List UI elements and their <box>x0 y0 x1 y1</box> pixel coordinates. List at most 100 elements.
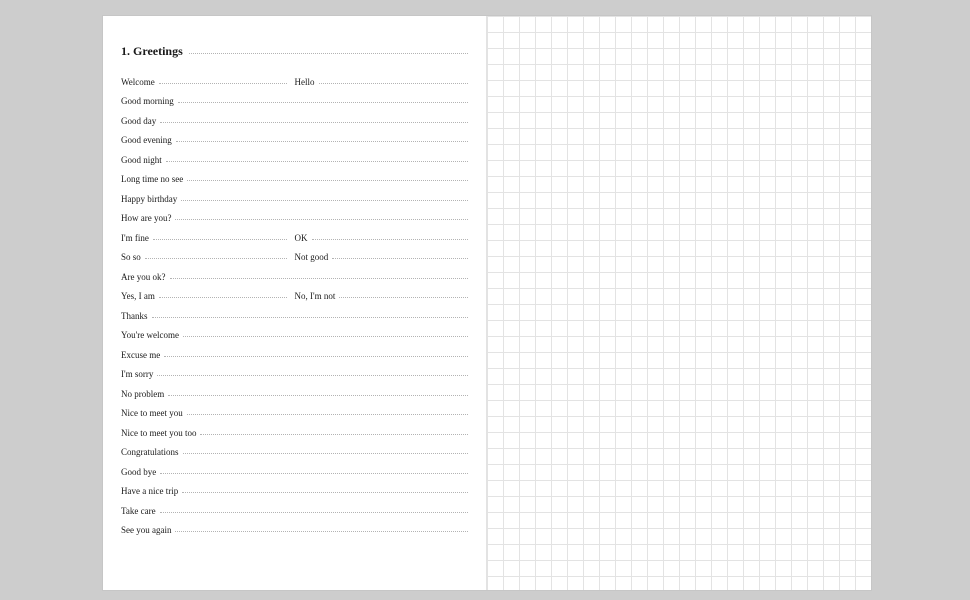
phrase-text: Good bye <box>121 467 156 477</box>
dotted-line <box>332 258 468 259</box>
phrase-row: Take care <box>121 496 468 516</box>
phrase-text: Hello <box>295 77 315 87</box>
phrase-row: How are you? <box>121 204 468 224</box>
phrase-cell: Long time no see <box>121 174 468 184</box>
phrase-row: Yes, I am No, I'm not <box>121 282 468 302</box>
phrase-row: Nice to meet you <box>121 399 468 419</box>
phrase-text: OK <box>295 233 308 243</box>
right-page-grid <box>487 16 871 590</box>
phrase-cell: Not good <box>295 252 469 262</box>
phrase-cell: Good bye <box>121 467 468 477</box>
phrase-row: Welcome Hello <box>121 67 468 87</box>
phrase-text: Have a nice trip <box>121 486 178 496</box>
phrase-row: So soNot good <box>121 243 468 263</box>
phrase-cell: Excuse me <box>121 350 468 360</box>
phrase-text: See you again <box>121 525 171 535</box>
dotted-line <box>160 122 468 123</box>
dotted-line <box>187 414 468 415</box>
phrase-cell: Thanks <box>121 311 468 321</box>
dotted-line <box>164 356 468 357</box>
phrase-text: No, I'm not <box>295 291 336 301</box>
phrase-row: See you again <box>121 516 468 536</box>
left-page: 1. Greetings Welcome Hello Good morning Goo… <box>103 16 487 590</box>
phrase-cell: Happy birthday <box>121 194 468 204</box>
dotted-line <box>319 83 469 84</box>
phrase-text: Good night <box>121 155 162 165</box>
phrase-cell: Take care <box>121 506 468 516</box>
phrase-text: You're welcome <box>121 330 179 340</box>
phrase-cell: Good day <box>121 116 468 126</box>
phrase-cell: Nice to meet you too <box>121 428 468 438</box>
phrase-text: No problem <box>121 389 164 399</box>
phrase-text: Excuse me <box>121 350 160 360</box>
phrase-row: Happy birthday <box>121 184 468 204</box>
phrase-text: Nice to meet you too <box>121 428 196 438</box>
phrase-row: You're welcome <box>121 321 468 341</box>
dotted-line <box>200 434 468 435</box>
phrase-rows: Welcome Hello Good morning Good day Good eve… <box>121 67 468 535</box>
dotted-line <box>153 239 287 240</box>
phrase-row: No problem <box>121 379 468 399</box>
phrase-cell: No problem <box>121 389 468 399</box>
phrase-row: Are you ok? <box>121 262 468 282</box>
phrase-row: Thanks <box>121 301 468 321</box>
phrase-cell: Nice to meet you <box>121 408 468 418</box>
dotted-line <box>183 336 468 337</box>
phrase-cell: Good morning <box>121 96 468 106</box>
phrase-text: Happy birthday <box>121 194 177 204</box>
dotted-line <box>176 141 468 142</box>
phrase-cell: Hello <box>295 77 469 87</box>
dotted-line <box>175 531 468 532</box>
phrase-text: Good morning <box>121 96 174 106</box>
phrase-row: Nice to meet you too <box>121 418 468 438</box>
heading-text: 1. Greetings <box>121 44 183 59</box>
phrase-text: Thanks <box>121 311 148 321</box>
dotted-line <box>145 258 287 259</box>
dotted-line <box>312 239 469 240</box>
phrase-cell: Good night <box>121 155 468 165</box>
dotted-line <box>183 453 469 454</box>
phrase-cell: So so <box>121 252 295 262</box>
phrase-row: Good morning <box>121 87 468 107</box>
phrase-text: Yes, I am <box>121 291 155 301</box>
phrase-row: Congratulations <box>121 438 468 458</box>
phrase-text: Good day <box>121 116 156 126</box>
phrase-cell: Congratulations <box>121 447 468 457</box>
phrase-text: Congratulations <box>121 447 179 457</box>
phrase-row: Good day <box>121 106 468 126</box>
dotted-line <box>159 297 287 298</box>
page-spread: 1. Greetings Welcome Hello Good morning Goo… <box>103 16 871 590</box>
phrase-row: Excuse me <box>121 340 468 360</box>
phrase-cell: Are you ok? <box>121 272 468 282</box>
phrase-cell: I'm sorry <box>121 369 468 379</box>
phrase-cell: Have a nice trip <box>121 486 468 496</box>
dotted-line <box>170 278 469 279</box>
phrase-row: Have a nice trip <box>121 477 468 497</box>
dotted-line <box>166 161 468 162</box>
phrase-cell: You're welcome <box>121 330 468 340</box>
phrase-text: I'm sorry <box>121 369 153 379</box>
dotted-line <box>160 473 468 474</box>
dotted-line <box>175 219 468 220</box>
phrase-cell: Good evening <box>121 135 468 145</box>
phrase-cell: No, I'm not <box>295 291 469 301</box>
phrase-text: Good evening <box>121 135 172 145</box>
dotted-line <box>339 297 468 298</box>
dotted-line <box>178 102 468 103</box>
dotted-line <box>168 395 468 396</box>
phrase-cell: I'm fine <box>121 233 295 243</box>
phrase-text: Long time no see <box>121 174 183 184</box>
dotted-line <box>182 492 468 493</box>
phrase-text: Not good <box>295 252 329 262</box>
phrase-text: Nice to meet you <box>121 408 183 418</box>
section-heading: 1. Greetings <box>121 44 468 59</box>
phrase-row: Good bye <box>121 457 468 477</box>
phrase-row: Good night <box>121 145 468 165</box>
phrase-cell: OK <box>295 233 469 243</box>
phrase-row: I'm sorry <box>121 360 468 380</box>
phrase-cell: How are you? <box>121 213 468 223</box>
phrase-text: I'm fine <box>121 233 149 243</box>
phrase-text: Welcome <box>121 77 155 87</box>
phrase-text: Take care <box>121 506 156 516</box>
phrase-text: How are you? <box>121 213 171 223</box>
